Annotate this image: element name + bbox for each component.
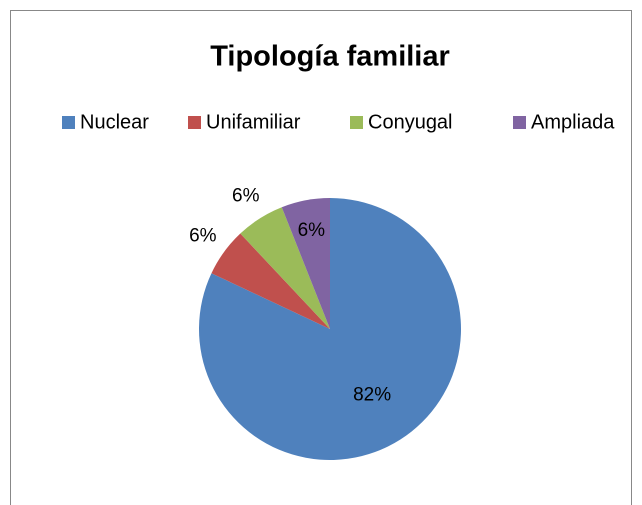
pie-slice <box>211 233 330 329</box>
legend-swatch <box>62 116 75 129</box>
data-label: 6% <box>232 185 260 206</box>
chart-frame <box>10 10 632 505</box>
legend-label: Ampliada <box>531 111 615 133</box>
legend-label: Nuclear <box>80 111 149 133</box>
data-label: 6% <box>189 226 217 247</box>
pie-slice <box>198 198 461 460</box>
pie-slice <box>240 207 330 329</box>
legend-swatch <box>188 116 201 129</box>
legend-swatch <box>350 116 363 129</box>
data-label: 6% <box>298 220 326 241</box>
legend-label: Conyugal <box>368 111 453 133</box>
legend-label: Unifamiliar <box>206 111 301 133</box>
pie-slice <box>281 198 330 329</box>
data-label: 82% <box>353 384 391 405</box>
chart-title: Tipología familiar <box>210 41 450 73</box>
legend-swatch <box>513 116 526 129</box>
